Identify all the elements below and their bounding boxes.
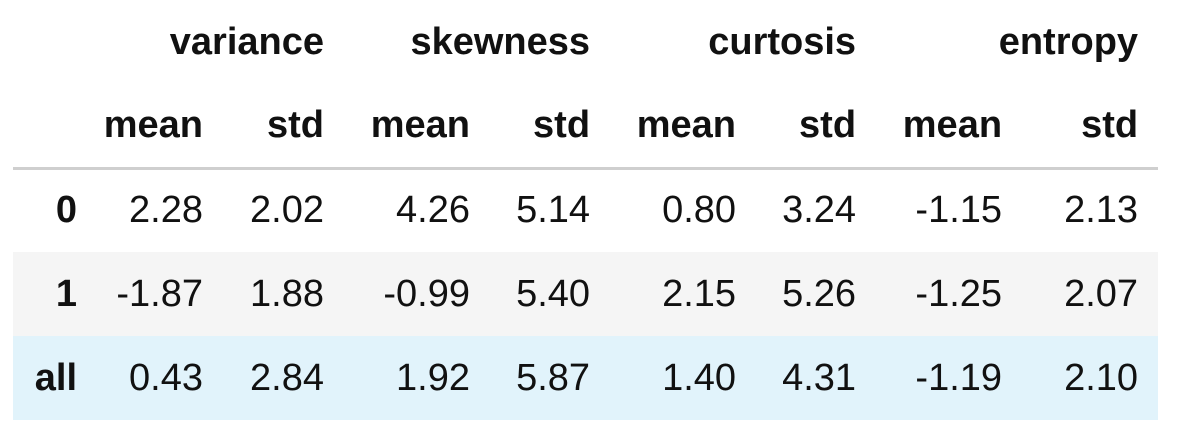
column-group-skewness: skewness xyxy=(410,20,591,63)
column-header-entropy-mean: mean xyxy=(902,103,1003,146)
summary-statistics-table: variance skewness curtosis entropy mean … xyxy=(13,0,1159,420)
table-cell: -0.99 xyxy=(383,272,471,315)
table-cell: 1.40 xyxy=(662,356,737,399)
row-index-label: all xyxy=(34,356,77,399)
table-cell: -1.19 xyxy=(915,356,1003,399)
column-header-skewness-mean: mean xyxy=(370,103,471,146)
table-row: 1 -1.87 1.88 -0.99 5.40 2.15 5.26 -1.25 … xyxy=(13,252,1159,336)
header-corner-cell xyxy=(13,0,97,84)
table-cell: 3.24 xyxy=(782,189,857,232)
dataframe-container: variance skewness curtosis entropy mean … xyxy=(13,0,1159,420)
row-index-label: 0 xyxy=(55,189,77,232)
column-header-variance-std: std xyxy=(267,103,325,146)
table-cell: 5.87 xyxy=(516,356,591,399)
table-cell: 1.88 xyxy=(250,272,325,315)
table-cell: 0.80 xyxy=(662,189,737,232)
table-cell: 2.13 xyxy=(1064,189,1139,232)
header-row-stats: mean std mean std mean std mean std xyxy=(13,84,1159,168)
header-row-metrics: variance skewness curtosis entropy xyxy=(13,0,1158,84)
table-body: 0 2.28 2.02 4.26 5.14 0.80 3.24 -1.15 2.… xyxy=(13,168,1159,420)
table-cell: 5.26 xyxy=(782,272,857,315)
column-header-curtosis-std: std xyxy=(799,103,857,146)
table-cell: 2.07 xyxy=(1064,272,1139,315)
table-cell: 2.28 xyxy=(129,189,203,232)
table-cell: 2.84 xyxy=(250,356,325,399)
table-cell: -1.15 xyxy=(915,189,1003,232)
table-header: variance skewness curtosis entropy mean … xyxy=(13,0,1159,168)
table-cell: 2.10 xyxy=(1064,356,1139,399)
table-cell: 4.26 xyxy=(396,189,471,232)
column-group-curtosis: curtosis xyxy=(708,20,857,63)
column-header-variance-mean: mean xyxy=(103,103,203,146)
column-header-curtosis-mean: mean xyxy=(636,103,737,146)
table-cell: 5.14 xyxy=(516,189,591,232)
column-group-entropy: entropy xyxy=(998,20,1139,63)
column-group-variance: variance xyxy=(169,20,325,63)
table-cell: 2.02 xyxy=(250,189,325,232)
table-row-highlighted: all 0.43 2.84 1.92 5.87 1.40 4.31 -1.19 … xyxy=(13,336,1159,420)
column-header-skewness-std: std xyxy=(533,103,591,146)
table-cell: 1.92 xyxy=(396,356,471,399)
column-header-entropy-std: std xyxy=(1081,103,1139,146)
table-cell: 2.15 xyxy=(662,272,737,315)
table-cell: 5.40 xyxy=(516,272,591,315)
table-cell: 4.31 xyxy=(782,356,857,399)
table-cell: -1.87 xyxy=(116,272,203,315)
header-index-cell xyxy=(13,84,97,168)
table-cell: -1.25 xyxy=(915,272,1003,315)
table-cell: 0.43 xyxy=(129,356,203,399)
table-row: 0 2.28 2.02 4.26 5.14 0.80 3.24 -1.15 2.… xyxy=(13,168,1158,252)
row-index-label: 1 xyxy=(55,272,77,315)
